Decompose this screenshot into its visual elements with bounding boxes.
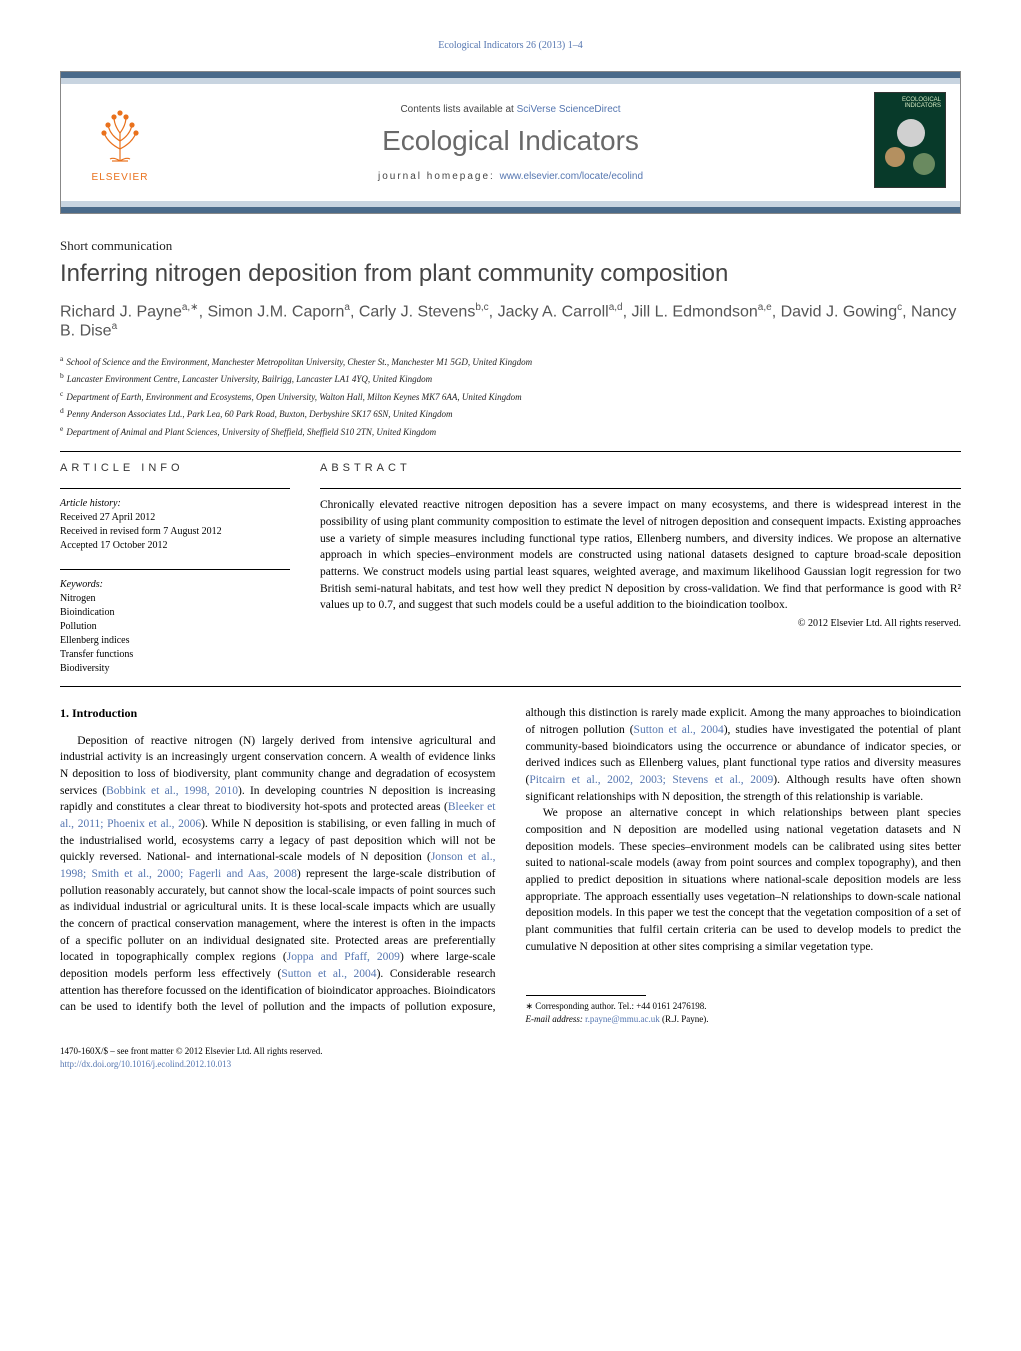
affiliation-e: eDepartment of Animal and Plant Sciences… [60, 423, 961, 440]
running-header: Ecological Indicators 26 (2013) 1–4 [60, 40, 961, 51]
citation-link[interactable]: Pitcairn et al., 2002, 2003; Stevens et … [529, 774, 773, 786]
history-revised: Received in revised form 7 August 2012 [60, 525, 290, 539]
cover-title: ECOLOGICAL INDICATORS [879, 97, 941, 109]
citation-link[interactable]: Bobbink et al., 1998, 2010 [106, 785, 238, 797]
footnote-rule [526, 995, 646, 996]
keyword: Nitrogen [60, 592, 290, 606]
homepage-line: journal homepage: www.elsevier.com/locat… [165, 171, 856, 182]
keywords-label: Keywords: [60, 578, 290, 592]
homepage-prefix: journal homepage: [378, 171, 500, 182]
email-link[interactable]: r.payne@mmu.ac.uk [585, 1014, 660, 1024]
homepage-link[interactable]: www.elsevier.com/locate/ecolind [500, 171, 643, 182]
keyword: Transfer functions [60, 648, 290, 662]
corresponding-author: ∗ Corresponding author. Tel.: +44 0161 2… [526, 1000, 962, 1013]
article-info-heading: article info [60, 462, 290, 474]
elsevier-tree-icon [90, 103, 150, 165]
affiliation-a: aSchool of Science and the Environment, … [60, 353, 961, 370]
cover-circle-1 [897, 119, 925, 147]
cover-circle-3 [913, 153, 935, 175]
citation-link[interactable]: Sutton et al., 2004 [634, 724, 724, 736]
history-accepted: Accepted 17 October 2012 [60, 539, 290, 553]
corresponding-email-line: E-mail address: r.payne@mmu.ac.uk (R.J. … [526, 1013, 962, 1026]
keyword: Bioindication [60, 606, 290, 620]
paragraph-2: We propose an alternative concept in whi… [526, 805, 962, 955]
sciencedirect-link[interactable]: SciVerse ScienceDirect [517, 104, 621, 115]
info-rule-1 [60, 488, 290, 489]
author-list: Richard J. Paynea,∗, Simon J.M. Caporna,… [60, 302, 961, 341]
keyword: Biodiversity [60, 662, 290, 676]
front-matter-line: 1470-160X/$ – see front matter © 2012 El… [60, 1045, 961, 1058]
journal-name: Ecological Indicators [165, 125, 856, 157]
contents-prefix: Contents lists available at [400, 104, 516, 115]
publisher-logo-block: ELSEVIER [75, 103, 165, 183]
rule-top [60, 451, 961, 452]
history-received: Received 27 April 2012 [60, 511, 290, 525]
keyword: Pollution [60, 620, 290, 634]
abstract-text: Chronically elevated reactive nitrogen d… [320, 497, 961, 614]
publisher-name: ELSEVIER [75, 172, 165, 183]
doi-link[interactable]: http://dx.doi.org/10.1016/j.ecolind.2012… [60, 1059, 231, 1069]
article-history: Article history: Received 27 April 2012 … [60, 497, 290, 553]
section-heading-1: 1. Introduction [60, 705, 496, 722]
abstract-column: abstract Chronically elevated reactive n… [320, 462, 961, 676]
footnotes: ∗ Corresponding author. Tel.: +44 0161 2… [526, 995, 962, 1025]
article-title: Inferring nitrogen deposition from plant… [60, 260, 961, 288]
masthead: ELSEVIER Contents lists available at Sci… [60, 71, 961, 214]
doi-block: 1470-160X/$ – see front matter © 2012 El… [60, 1045, 961, 1070]
rule-bottom [60, 686, 961, 687]
keyword: Ellenberg indices [60, 634, 290, 648]
cover-circle-2 [885, 147, 905, 167]
citation-link[interactable]: Joppa and Pfaff, 2009 [287, 951, 400, 963]
article-info-column: article info Article history: Received 2… [60, 462, 290, 676]
citation-link[interactable]: Sutton et al., 2004 [281, 968, 376, 980]
affiliation-d: dPenny Anderson Associates Ltd., Park Le… [60, 405, 961, 422]
history-label: Article history: [60, 497, 290, 511]
article-type: Short communication [60, 238, 961, 254]
affiliation-c: cDepartment of Earth, Environment and Ec… [60, 388, 961, 405]
info-rule-2 [60, 569, 290, 570]
body-text: 1. Introduction Deposition of reactive n… [60, 705, 961, 1025]
journal-cover-thumb: ECOLOGICAL INDICATORS [874, 92, 946, 188]
affiliations: aSchool of Science and the Environment, … [60, 353, 961, 440]
affiliation-b: bLancaster Environment Centre, Lancaster… [60, 370, 961, 387]
abstract-rule [320, 488, 961, 489]
contents-line: Contents lists available at SciVerse Sci… [165, 104, 856, 115]
abstract-copyright: © 2012 Elsevier Ltd. All rights reserved… [320, 618, 961, 629]
keywords-block: Keywords: Nitrogen Bioindication Polluti… [60, 578, 290, 676]
abstract-heading: abstract [320, 462, 961, 474]
masthead-bar-bottom [61, 207, 960, 213]
